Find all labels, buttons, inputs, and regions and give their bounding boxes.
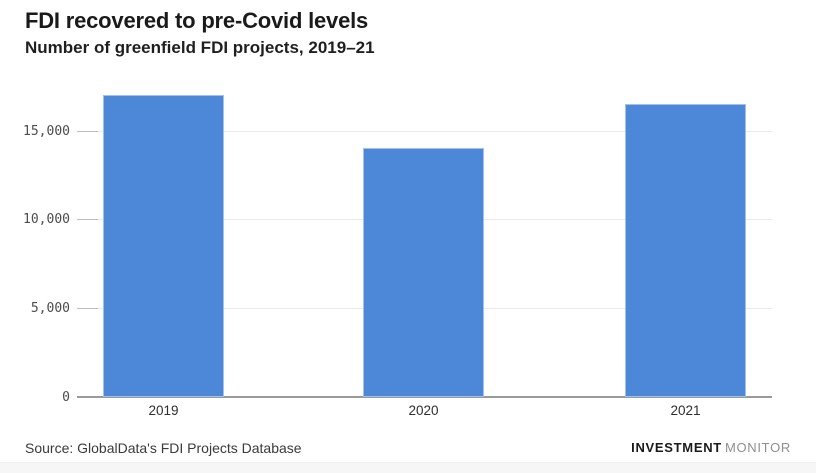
logo-monitor: MONITOR: [724, 440, 791, 455]
y-axis-tick-label: 10,000: [23, 212, 70, 228]
investment-monitor-logo: INVESTMENT MONITOR: [631, 440, 791, 455]
x-axis-line: [77, 396, 772, 398]
x-axis-category-label: 2020: [408, 403, 439, 418]
y-tick-mark: [77, 219, 98, 221]
y-gridline: [77, 130, 772, 132]
y-tick-mark: [77, 130, 98, 132]
y-axis-tick-label: 0: [62, 390, 70, 405]
x-axis-category-label: 2021: [670, 403, 701, 418]
chart-title: FDI recovered to pre-Covid levels: [25, 8, 369, 33]
bottom-strip: [0, 462, 816, 473]
y-tick-mark: [77, 308, 98, 310]
logo-investment: INVESTMENT: [631, 440, 722, 455]
y-axis-tick-label: 5,000: [30, 301, 70, 317]
chart-subtitle: Number of greenfield FDI projects, 2019–…: [25, 38, 375, 57]
x-axis-category-label: 2019: [148, 403, 179, 418]
bar-2020: [363, 148, 484, 397]
bar-2021: [625, 103, 746, 397]
y-axis-tick-label: 15,000: [23, 123, 70, 139]
bar-2019: [103, 95, 224, 397]
source-note: Source: GlobalData's FDI Projects Databa…: [25, 440, 302, 456]
